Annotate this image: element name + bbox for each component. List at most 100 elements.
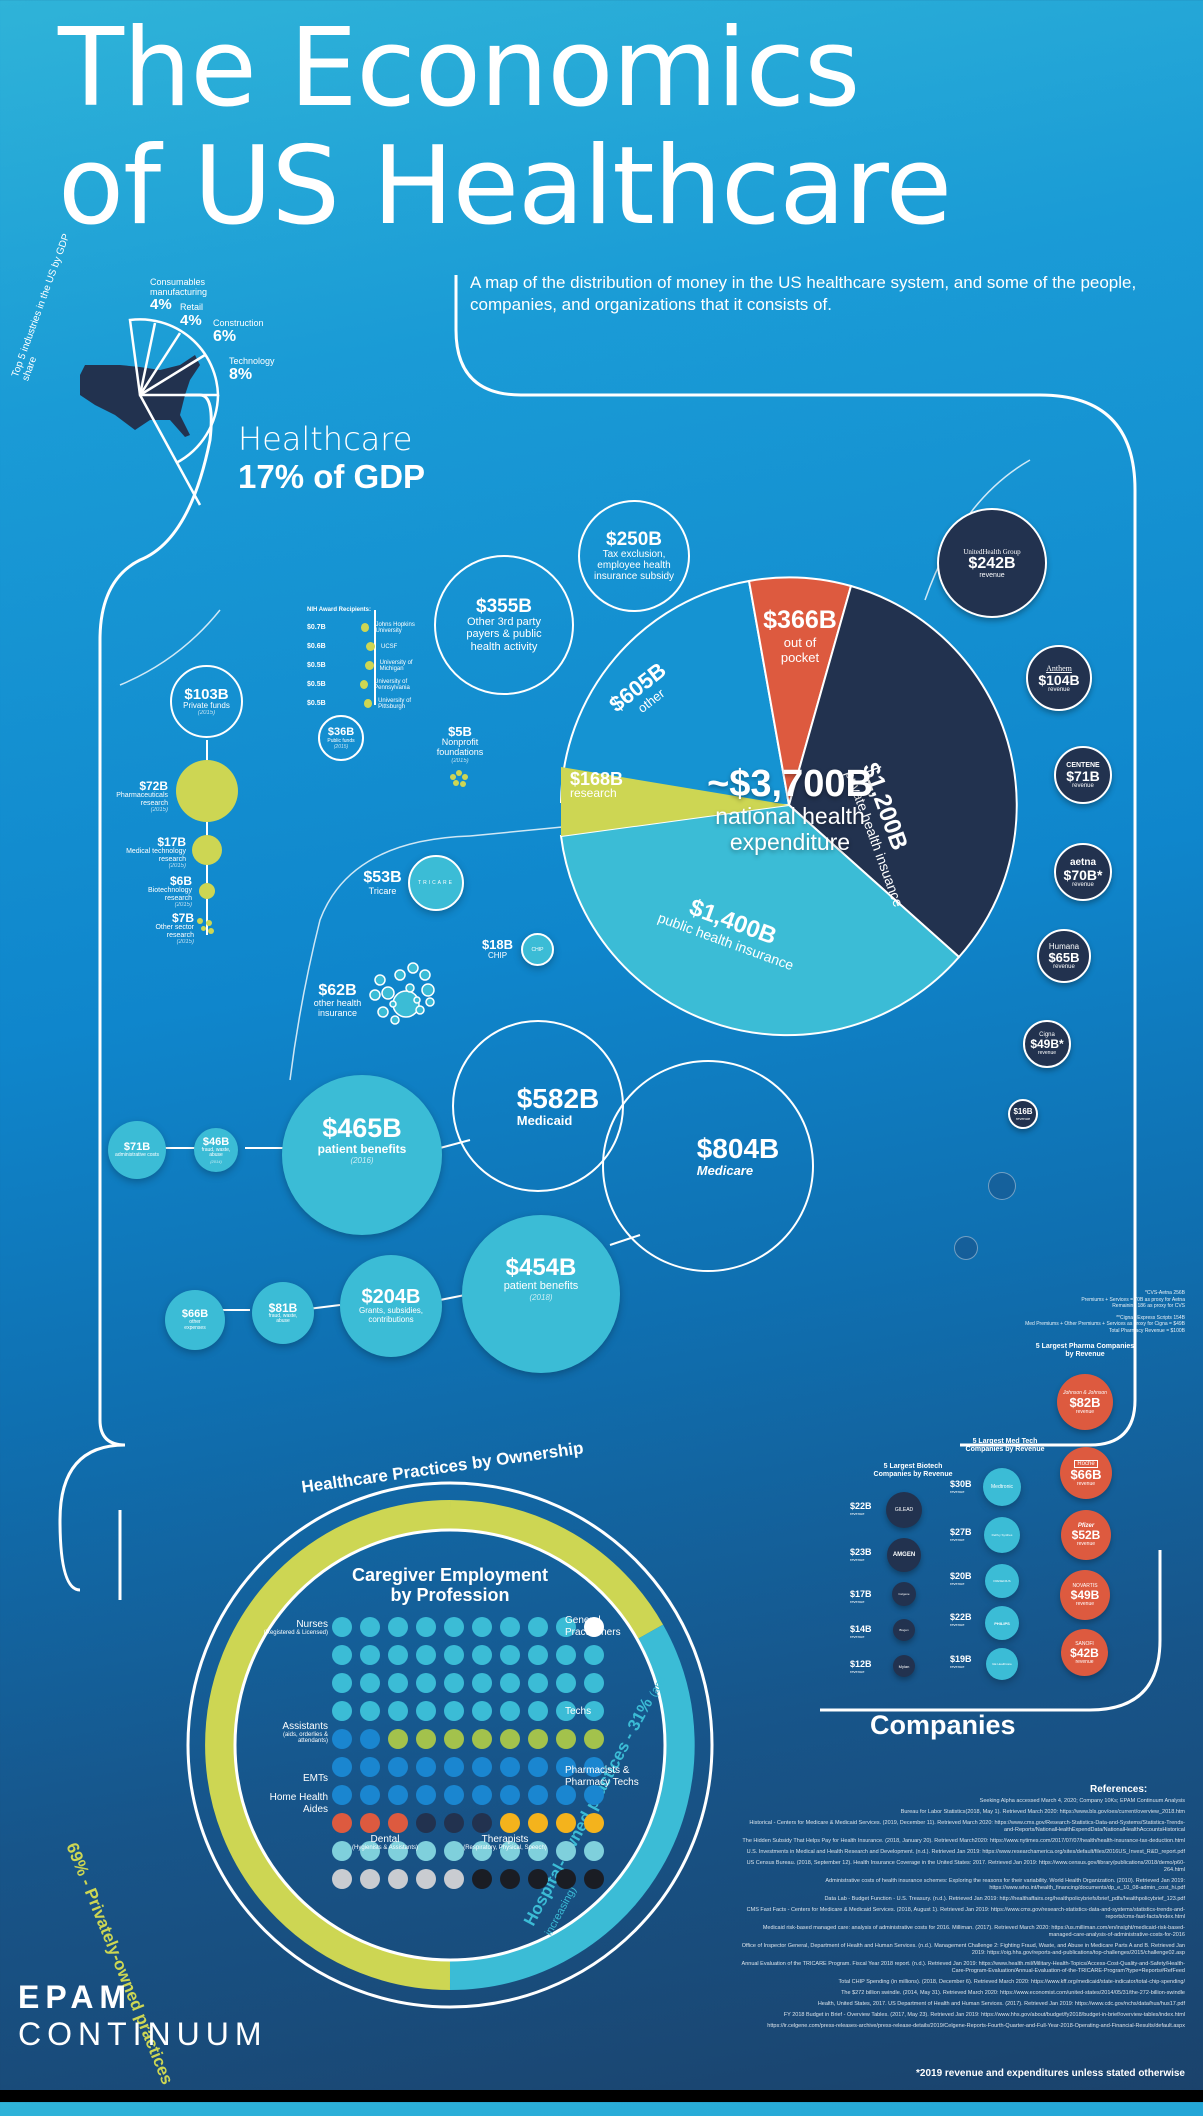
research-label: Other sector research <box>155 924 194 939</box>
nih-list: $0.7B Johns Hopkins University $0.6B UCS… <box>307 618 437 713</box>
research-value: $6B <box>169 874 192 888</box>
caregiver-dot <box>388 1841 408 1861</box>
reference-item: Historical - Centers for Medicare & Medi… <box>749 1820 1185 1833</box>
bubble-year: (2016) <box>350 1156 374 1165</box>
label-techs: Techs <box>565 1706 592 1717</box>
caregiver-dot <box>472 1645 492 1665</box>
total-value: ~$3,700B <box>707 763 873 805</box>
caregiver-dot <box>556 1673 576 1693</box>
caregiver-row <box>332 1617 604 1637</box>
company-value: $19B <box>950 1654 972 1664</box>
medtech-value-4: $22B revenue <box>950 1613 980 1629</box>
caregiver-dot <box>444 1645 464 1665</box>
caregiver-dot <box>332 1673 352 1693</box>
bubble-label: Public funds <box>327 737 355 744</box>
company-logo: GE Healthcare <box>992 1662 1012 1666</box>
caregiver-dot <box>584 1701 604 1721</box>
research-label: Biotechnology research <box>148 887 192 902</box>
company-value: $12B <box>850 1659 872 1669</box>
reference-item: U.S. Investments in Medical and Health R… <box>746 1849 1185 1855</box>
caregiver-dot <box>556 1701 576 1721</box>
medicaid-label: Medicaid <box>516 1112 573 1128</box>
caregiver-row <box>332 1673 604 1693</box>
company-logo: AMGEN <box>892 1552 916 1558</box>
biotech-celgene: Celgene <box>892 1582 916 1606</box>
nih-value: $0.5B <box>307 662 326 669</box>
other-insurance-label: $62B other health insurance <box>305 983 370 1019</box>
nonprofit-year: (2015) <box>451 757 469 764</box>
caregiver-dot <box>584 1785 604 1805</box>
biotech-title: 5 Largest Biotech Companies by Revenue <box>873 1463 953 1478</box>
caregiver-dot <box>332 1813 352 1833</box>
caregiver-dot <box>416 1645 436 1665</box>
medicaid-value: $582B <box>516 1082 600 1114</box>
company-sub: revenue <box>1075 1601 1095 1607</box>
caregiver-dot <box>332 1701 352 1721</box>
caregiver-dot <box>528 1701 548 1721</box>
research-label-medtech: $17B Medical technology research (2015) <box>110 836 186 869</box>
insurer-value: $70B* <box>1063 866 1103 883</box>
caregiver-dot <box>584 1617 604 1637</box>
company-logo: SANOFI <box>1075 1640 1094 1647</box>
nih-item: $0.6B UCSF <box>307 637 437 656</box>
company-sub: revenue <box>850 1511 865 1516</box>
caregiver-dot <box>472 1869 492 1889</box>
pie-label-out-of-pocket: $366B out of pocket <box>750 608 850 666</box>
healthcare-label: Healthcare <box>238 420 413 458</box>
biotech-mylan: Mylan <box>893 1655 915 1677</box>
caregiver-dot <box>500 1617 520 1637</box>
caregiver-dot <box>556 1869 576 1889</box>
company-logo: GILEAD <box>894 1507 914 1513</box>
caregiver-dot <box>472 1757 492 1777</box>
medicare-label: Medicare <box>696 1162 754 1178</box>
research-year: (2015) <box>168 863 186 870</box>
third-party-bubble: $355B Other 3rd party payers & public he… <box>434 555 574 695</box>
caregiver-dot <box>584 1841 604 1861</box>
brand-line-2: CONTINUUM <box>18 2016 268 2052</box>
bubble-value: $465B <box>322 1113 402 1143</box>
reference-item: Health, United States, 2017. US Departme… <box>817 2001 1185 2007</box>
bubble-year: (2014) <box>210 1158 222 1164</box>
medicare-bubble: $804B Medicare <box>602 1060 814 1272</box>
company-value: $27B <box>950 1527 972 1537</box>
brand-line-1: EPAM <box>18 1979 133 2015</box>
private-funds-bubble: $103B Private funds (2015) <box>170 665 243 738</box>
nih-name: University of Pittsburgh <box>378 697 412 710</box>
caregiver-dot <box>528 1813 548 1833</box>
healthcare-pct: 17% of GDP <box>238 458 426 495</box>
caregiver-dot <box>584 1729 604 1749</box>
company-sub: revenue <box>950 1489 965 1494</box>
research-label-other: $7B Other sector research (2015) <box>140 912 194 945</box>
bubble-label: fraud, waste, abuse <box>268 1312 298 1324</box>
research-year: (2015) <box>174 902 192 909</box>
label-text: Dental <box>370 1834 400 1845</box>
caregiver-dot <box>500 1673 520 1693</box>
bubble-value: $66B <box>181 1308 209 1320</box>
pharma-research-dot <box>176 760 238 822</box>
company-value: $20B <box>950 1571 972 1581</box>
placeholder-dot <box>988 1172 1016 1200</box>
bubble-value: $103B <box>184 685 229 703</box>
caregiver-dot <box>500 1701 520 1721</box>
healthcare-gdp: Healthcare 17% of GDP <box>238 420 425 496</box>
caregiver-dot <box>388 1617 408 1637</box>
company-sub: revenue <box>850 1634 865 1639</box>
reference-item: US Census Bureau. (2018, September 12). … <box>746 1860 1185 1873</box>
caregiver-dot <box>584 1673 604 1693</box>
pie-slice-private <box>787 584 1018 959</box>
company-sub: revenue <box>950 1581 965 1586</box>
caregiver-row <box>332 1785 604 1805</box>
caregiver-dot <box>332 1757 352 1777</box>
pharma-title: 5 Largest Pharma Companies by Revenue <box>1035 1343 1135 1358</box>
medicare-value: $804B <box>696 1132 780 1164</box>
biotech-research-dot <box>199 883 215 899</box>
caregiver-dot <box>500 1729 520 1749</box>
label-pharmacists: Pharmacists & Pharmacy Techs <box>565 1765 639 1788</box>
medtech-fresenius: FRESENIUS <box>985 1564 1019 1598</box>
pie-slice-other <box>559 579 791 807</box>
bubble-value: $204B <box>361 1286 421 1309</box>
medicaid-admin-bubble: $71B administrative costs <box>108 1121 166 1179</box>
tricare-logo-text: TRICARE <box>418 880 454 886</box>
medtech-depuy: DePuy Synthes <box>984 1517 1020 1553</box>
